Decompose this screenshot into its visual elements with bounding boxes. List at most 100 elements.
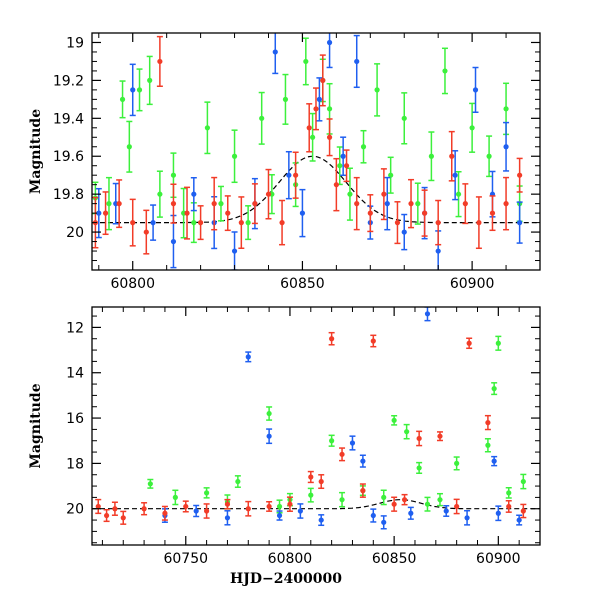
data-point	[172, 494, 178, 500]
data-point	[503, 106, 509, 112]
data-point	[286, 172, 292, 178]
data-point	[454, 503, 460, 510]
x-tick-label: 60800	[110, 276, 155, 292]
data-point	[272, 49, 278, 55]
data-point	[231, 248, 238, 254]
data-point	[235, 478, 241, 485]
data-point	[435, 220, 441, 226]
data-point	[495, 340, 501, 346]
data-point	[204, 508, 210, 514]
data-point	[476, 220, 482, 226]
data-point	[224, 515, 231, 521]
plot-frame	[91, 32, 541, 271]
data-point	[303, 58, 309, 65]
data-point	[293, 172, 299, 178]
data-point	[279, 220, 285, 226]
data-point	[245, 220, 251, 226]
data-point	[326, 39, 333, 46]
data-point	[506, 503, 512, 510]
y-tick-label: 19.8	[53, 187, 84, 203]
data-point	[287, 501, 293, 507]
y-tick-label: 14	[66, 366, 84, 382]
data-point	[333, 182, 339, 188]
data-point	[454, 460, 460, 466]
data-point	[404, 429, 410, 435]
data-point	[96, 210, 102, 216]
data-point	[401, 115, 407, 121]
data-point	[452, 172, 458, 178]
data-point	[308, 492, 314, 498]
data-point	[147, 481, 153, 487]
data-point	[204, 490, 210, 496]
data-point	[489, 210, 496, 216]
data-point	[437, 433, 443, 439]
data-point	[401, 229, 407, 235]
data-point	[266, 410, 272, 417]
data-point	[183, 503, 189, 510]
data-point	[491, 386, 497, 392]
data-point	[211, 201, 217, 207]
data-point	[102, 210, 109, 216]
x-tick-label: 60900	[476, 551, 521, 567]
data-point	[506, 490, 512, 496]
data-point	[381, 519, 387, 525]
data-point	[310, 134, 316, 140]
data-point	[370, 338, 376, 344]
data-point	[472, 87, 479, 93]
y-tick-label: 20	[66, 502, 84, 518]
data-point	[435, 248, 441, 254]
data-point	[106, 201, 112, 207]
data-point	[339, 497, 345, 503]
data-point	[198, 220, 204, 226]
data-point	[162, 510, 168, 516]
plot-frame	[91, 306, 541, 546]
data-point	[276, 512, 283, 519]
data-point	[503, 201, 509, 207]
data-point	[443, 508, 449, 514]
trend-curve	[92, 155, 540, 224]
data-point	[95, 503, 101, 510]
data-point	[381, 191, 387, 197]
data-point	[326, 106, 333, 112]
data-point	[143, 229, 149, 235]
trend-curve	[92, 499, 540, 510]
data-point	[354, 58, 360, 65]
data-point	[136, 87, 143, 93]
data-point	[238, 220, 244, 226]
data-point	[282, 96, 289, 102]
data-point	[424, 311, 431, 317]
data-point	[469, 125, 475, 131]
y-tick-label: 12	[66, 320, 84, 336]
series-1	[161, 307, 523, 530]
data-point	[464, 515, 470, 521]
data-point	[340, 153, 346, 159]
data-point	[259, 115, 265, 121]
data-point	[486, 153, 492, 159]
data-point	[416, 435, 422, 442]
y-tick-label: 16	[66, 411, 84, 427]
data-point	[112, 506, 118, 512]
series-2	[95, 331, 527, 525]
data-point	[360, 488, 366, 494]
y-axis-label: Magnitude	[28, 383, 44, 468]
data-point	[388, 172, 394, 178]
data-point	[381, 494, 387, 500]
data-point	[428, 153, 434, 159]
data-point	[316, 96, 322, 102]
data-point	[245, 354, 251, 360]
data-point	[170, 201, 177, 207]
data-point	[520, 478, 526, 485]
data-point	[170, 172, 177, 178]
data-point	[466, 340, 472, 346]
data-point	[485, 420, 491, 426]
data-point	[266, 503, 272, 510]
data-point	[191, 220, 197, 226]
data-point	[408, 201, 414, 207]
data-point	[318, 517, 324, 523]
data-point	[120, 515, 126, 521]
data-point	[424, 501, 431, 507]
data-point	[276, 503, 283, 510]
data-point	[329, 336, 335, 342]
data-point	[147, 77, 153, 83]
